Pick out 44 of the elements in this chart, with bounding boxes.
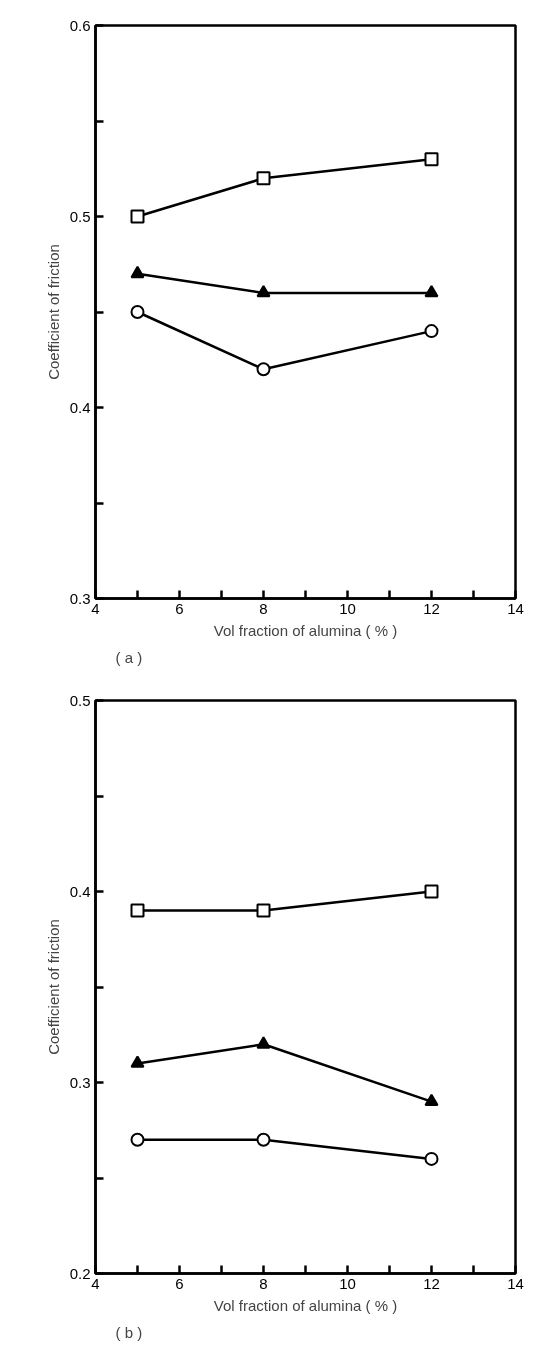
y-axis-title: Coefficient of friction: [44, 244, 62, 380]
y-tick-label: 0.5: [69, 691, 91, 709]
x-axis-title: Vol fraction of alumina ( % ): [213, 1296, 398, 1314]
x-axis-title: Vol fraction of alumina ( % ): [213, 621, 398, 639]
point: [424, 152, 439, 167]
point: [130, 1132, 145, 1147]
point: [256, 284, 271, 298]
x-tick-label: 12: [423, 599, 440, 617]
y-tick-label: 0.3: [69, 589, 91, 607]
point: [256, 903, 271, 918]
point: [424, 284, 439, 298]
y-tick-label: 0.4: [69, 398, 91, 416]
text: ( b ): [115, 1323, 143, 1341]
point: [424, 1093, 439, 1107]
point: [256, 1036, 271, 1049]
x-tick-label: 10: [339, 599, 356, 617]
x-tick-label: 4: [91, 599, 100, 617]
x-tick-label: 6: [175, 599, 184, 617]
point: [256, 1132, 271, 1147]
x-tick-label: 10: [339, 1274, 356, 1292]
x-tick-label: 6: [175, 1274, 184, 1292]
y-tick-label: 0.2: [69, 1264, 91, 1282]
point: [130, 903, 145, 918]
y-axis-title: Coefficient of friction: [44, 919, 62, 1055]
y-tick-label: 0.5: [69, 207, 91, 225]
point: [424, 884, 439, 899]
text: ( a ): [115, 648, 143, 666]
x-tick-label: 14: [507, 1274, 524, 1292]
x-tick-label: 8: [259, 1274, 268, 1292]
y-tick-label: 0.3: [69, 1073, 91, 1091]
point: [424, 1151, 439, 1166]
x-tick-label: 14: [507, 599, 524, 617]
y-tick-label: 0.6: [69, 16, 91, 34]
point: [130, 209, 145, 224]
x-tick-label: 8: [259, 599, 268, 617]
x-tick-label: 4: [91, 1274, 100, 1292]
point: [130, 265, 145, 279]
point: [130, 1055, 145, 1068]
y-tick-label: 0.4: [69, 882, 91, 900]
point: [256, 171, 271, 186]
point: [424, 324, 439, 339]
point: [130, 305, 145, 319]
point: [256, 362, 271, 377]
x-tick-label: 12: [423, 1274, 440, 1292]
